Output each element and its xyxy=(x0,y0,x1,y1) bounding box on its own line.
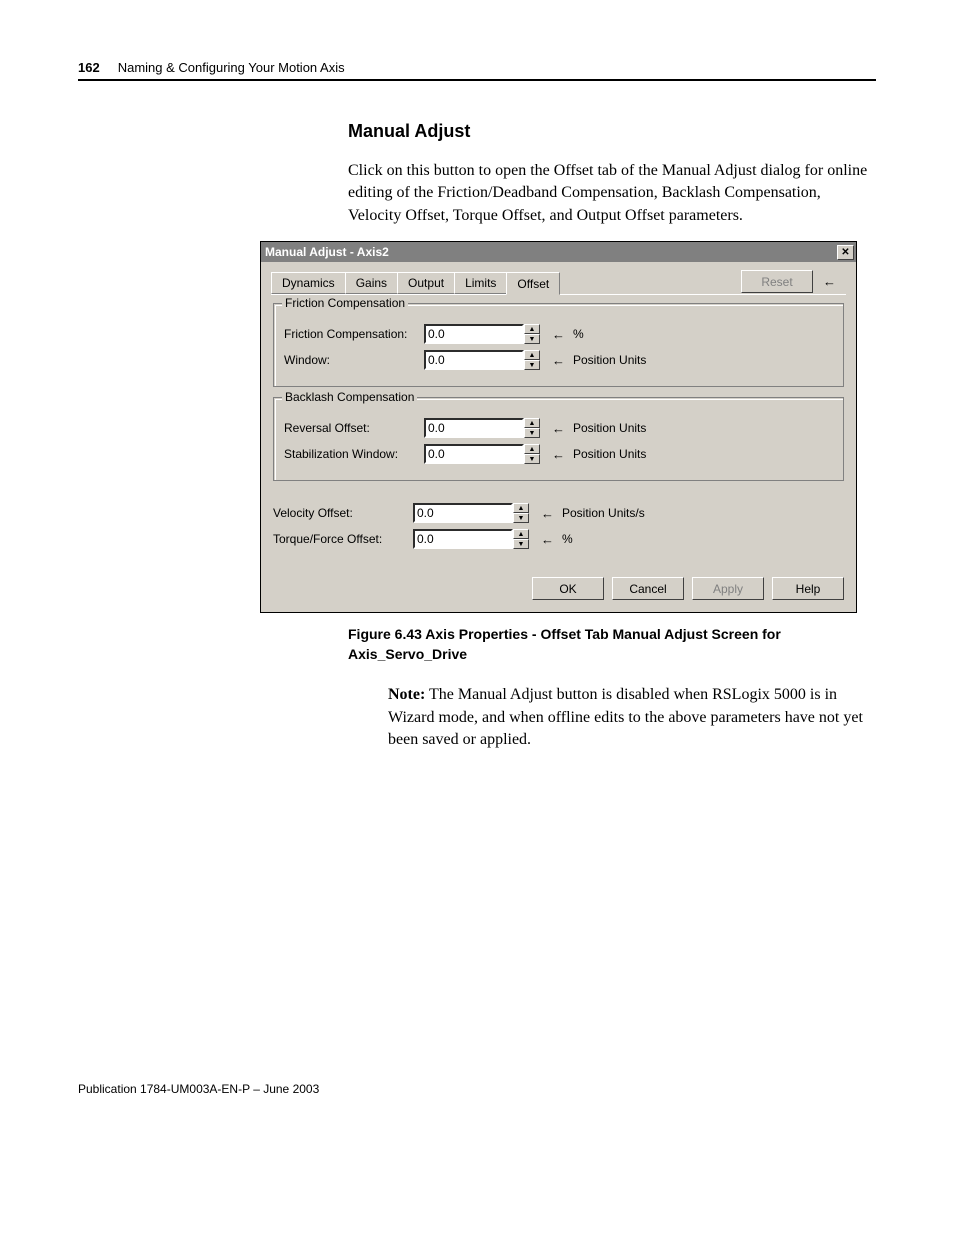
torque-force-offset-stepper[interactable]: ▲ ▼ xyxy=(413,529,531,549)
backlash-compensation-group: Backlash Compensation Reversal Offset: ▲… xyxy=(273,397,844,481)
friction-compensation-label: Friction Compensation: xyxy=(284,327,424,341)
ok-button[interactable]: OK xyxy=(532,577,604,600)
friction-window-stepper[interactable]: ▲ ▼ xyxy=(424,350,542,370)
arrow-left-icon: ← xyxy=(823,274,836,289)
friction-compensation-unit: % xyxy=(573,327,584,341)
intro-paragraph: Click on this button to open the Offset … xyxy=(348,160,876,227)
friction-compensation-input[interactable] xyxy=(424,324,524,344)
velocity-offset-unit: Position Units/s xyxy=(562,506,645,520)
chevron-up-icon[interactable]: ▲ xyxy=(524,418,540,428)
velocity-offset-input[interactable] xyxy=(413,503,513,523)
reversal-offset-unit: Position Units xyxy=(573,421,646,435)
tab-dynamics[interactable]: Dynamics xyxy=(271,272,346,294)
arrow-left-icon: ← xyxy=(552,447,565,462)
friction-window-label: Window: xyxy=(284,353,424,367)
friction-window-unit: Position Units xyxy=(573,353,646,367)
note-label: Note: xyxy=(388,686,425,703)
backlash-group-legend: Backlash Compensation xyxy=(282,390,417,404)
stabilization-window-input[interactable] xyxy=(424,444,524,464)
reversal-offset-input[interactable] xyxy=(424,418,524,438)
figure-caption: Figure 6.43 Axis Properties - Offset Tab… xyxy=(348,625,876,664)
torque-force-offset-label: Torque/Force Offset: xyxy=(273,532,413,546)
friction-group-legend: Friction Compensation xyxy=(282,296,408,310)
arrow-left-icon: ← xyxy=(541,532,554,547)
help-button[interactable]: Help xyxy=(772,577,844,600)
manual-adjust-dialog: Manual Adjust - Axis2 ✕ Dynamics Gains O… xyxy=(260,241,857,613)
note-paragraph: Note: The Manual Adjust button is disabl… xyxy=(388,684,876,751)
torque-force-offset-input[interactable] xyxy=(413,529,513,549)
chevron-down-icon[interactable]: ▼ xyxy=(524,360,540,370)
cancel-button[interactable]: Cancel xyxy=(612,577,684,600)
friction-window-input[interactable] xyxy=(424,350,524,370)
chevron-up-icon[interactable]: ▲ xyxy=(513,503,529,513)
chapter-title: Naming & Configuring Your Motion Axis xyxy=(118,60,345,75)
arrow-left-icon: ← xyxy=(552,353,565,368)
reversal-offset-stepper[interactable]: ▲ ▼ xyxy=(424,418,542,438)
section-heading: Manual Adjust xyxy=(348,121,876,142)
torque-force-offset-unit: % xyxy=(562,532,573,546)
arrow-left-icon: ← xyxy=(552,327,565,342)
publication-footer: Publication 1784-UM003A-EN-P – June 2003 xyxy=(78,1082,876,1096)
dialog-title: Manual Adjust - Axis2 xyxy=(265,245,389,259)
velocity-offset-label: Velocity Offset: xyxy=(273,506,413,520)
tab-limits[interactable]: Limits xyxy=(454,272,507,294)
chevron-down-icon[interactable]: ▼ xyxy=(513,513,529,523)
chevron-down-icon[interactable]: ▼ xyxy=(524,454,540,464)
friction-compensation-stepper[interactable]: ▲ ▼ xyxy=(424,324,542,344)
note-body: The Manual Adjust button is disabled whe… xyxy=(388,686,863,748)
tab-gains[interactable]: Gains xyxy=(345,272,398,294)
stabilization-window-unit: Position Units xyxy=(573,447,646,461)
tab-offset[interactable]: Offset xyxy=(506,272,560,295)
velocity-offset-stepper[interactable]: ▲ ▼ xyxy=(413,503,531,523)
chevron-down-icon[interactable]: ▼ xyxy=(513,539,529,549)
page-number: 162 xyxy=(78,60,100,75)
close-icon[interactable]: ✕ xyxy=(837,245,854,260)
chevron-up-icon[interactable]: ▲ xyxy=(524,444,540,454)
tab-output[interactable]: Output xyxy=(397,272,455,294)
arrow-left-icon: ← xyxy=(541,506,554,521)
chevron-up-icon[interactable]: ▲ xyxy=(524,324,540,334)
dialog-titlebar: Manual Adjust - Axis2 ✕ xyxy=(261,242,856,262)
apply-button[interactable]: Apply xyxy=(692,577,764,600)
chevron-up-icon[interactable]: ▲ xyxy=(513,529,529,539)
stabilization-window-stepper[interactable]: ▲ ▼ xyxy=(424,444,542,464)
friction-compensation-group: Friction Compensation Friction Compensat… xyxy=(273,303,844,387)
page-header: 162 Naming & Configuring Your Motion Axi… xyxy=(78,60,876,81)
stabilization-window-label: Stabilization Window: xyxy=(284,447,424,461)
chevron-down-icon[interactable]: ▼ xyxy=(524,428,540,438)
reversal-offset-label: Reversal Offset: xyxy=(284,421,424,435)
chevron-up-icon[interactable]: ▲ xyxy=(524,350,540,360)
dialog-button-row: OK Cancel Apply Help xyxy=(261,567,856,612)
arrow-left-icon: ← xyxy=(552,421,565,436)
reset-button[interactable]: Reset xyxy=(741,270,813,293)
chevron-down-icon[interactable]: ▼ xyxy=(524,334,540,344)
